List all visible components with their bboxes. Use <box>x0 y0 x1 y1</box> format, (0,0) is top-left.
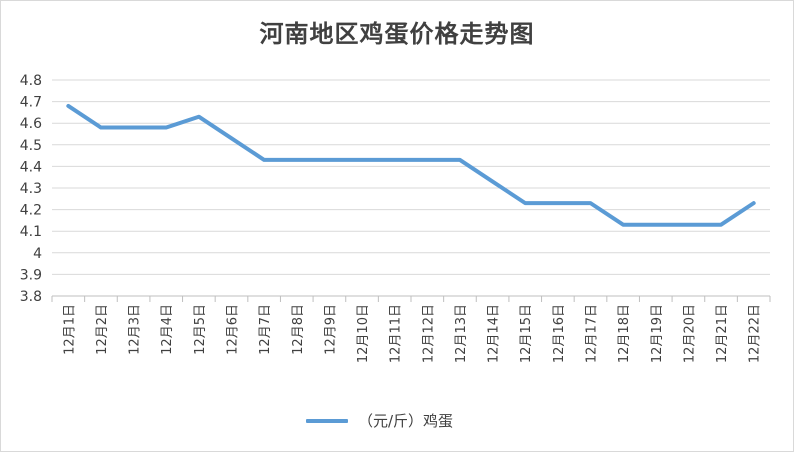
x-axis-ticks: 12月1日 12月2日 12月3日 12月4日 12月5日 12月6日 12月7日 12月8日… <box>62 304 762 363</box>
x-tick-label: 12月21日 <box>715 304 730 363</box>
y-tick-label: 4 <box>33 246 42 262</box>
x-tick-label: 12月14日 <box>487 304 502 363</box>
x-tick-label: 12月15日 <box>519 304 534 363</box>
legend-swatch <box>306 418 348 423</box>
x-tick-label: 12月2日 <box>95 304 110 355</box>
x-tick-label: 12月16日 <box>552 304 567 363</box>
x-tick-label: 12月7日 <box>258 304 273 355</box>
legend: （元/斤）鸡蛋 <box>306 410 453 431</box>
y-tick-label: 4.1 <box>20 224 42 240</box>
y-tick-label: 4.4 <box>20 159 42 175</box>
x-tick-label: 12月8日 <box>291 304 306 355</box>
x-tick-label: 12月13日 <box>454 304 469 363</box>
x-tick-label: 12月4日 <box>160 304 175 355</box>
x-tick-label: 12月5日 <box>193 304 208 355</box>
y-tick-label: 4.6 <box>20 116 42 132</box>
x-tick-label: 12月3日 <box>128 304 143 355</box>
x-tick-label: 12月17日 <box>585 304 600 363</box>
x-tick-label: 12月18日 <box>617 304 632 363</box>
legend-label: （元/斤）鸡蛋 <box>358 412 454 430</box>
x-tick-label: 12月10日 <box>356 304 371 363</box>
axes <box>51 295 771 302</box>
y-tick-label: 3.9 <box>20 267 42 283</box>
y-tick-label: 4.7 <box>20 95 42 111</box>
y-axis-ticks: 3.8 3.9 4 4.1 4.2 4.3 4.4 4.5 4.6 4.7 4.8 <box>20 73 42 305</box>
gridlines <box>52 79 770 275</box>
x-tick-label: 12月1日 <box>62 304 77 355</box>
x-tick-label: 12月22日 <box>748 304 763 363</box>
series-line <box>66 103 756 227</box>
x-tick-label: 12月20日 <box>682 304 697 363</box>
x-tick-label: 12月12日 <box>421 304 436 363</box>
x-tick-label: 12月19日 <box>650 304 665 363</box>
y-tick-label: 3.8 <box>20 289 42 305</box>
chart-title: 河南地区鸡蛋价格走势图 <box>259 19 535 48</box>
x-tick-label: 12月6日 <box>226 304 241 355</box>
x-tick-label: 12月11日 <box>389 304 404 363</box>
series-layer <box>66 103 756 227</box>
y-tick-label: 4.5 <box>20 138 42 154</box>
y-tick-label: 4.8 <box>20 73 42 89</box>
y-tick-label: 4.3 <box>20 181 42 197</box>
y-tick-label: 4.2 <box>20 203 42 219</box>
x-tick-label: 12月9日 <box>323 304 338 355</box>
